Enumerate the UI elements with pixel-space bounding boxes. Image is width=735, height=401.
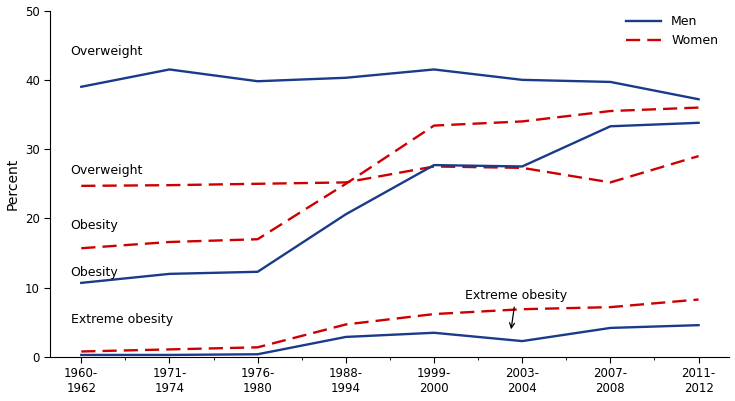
Y-axis label: Percent: Percent xyxy=(6,158,20,210)
Text: Overweight: Overweight xyxy=(71,45,143,58)
Text: Obesity: Obesity xyxy=(71,266,118,279)
Legend: Men, Women: Men, Women xyxy=(621,10,723,52)
Text: Extreme obesity: Extreme obesity xyxy=(71,313,173,326)
Text: Obesity: Obesity xyxy=(71,219,118,232)
Text: Extreme obesity: Extreme obesity xyxy=(465,289,567,328)
Text: Overweight: Overweight xyxy=(71,164,143,177)
